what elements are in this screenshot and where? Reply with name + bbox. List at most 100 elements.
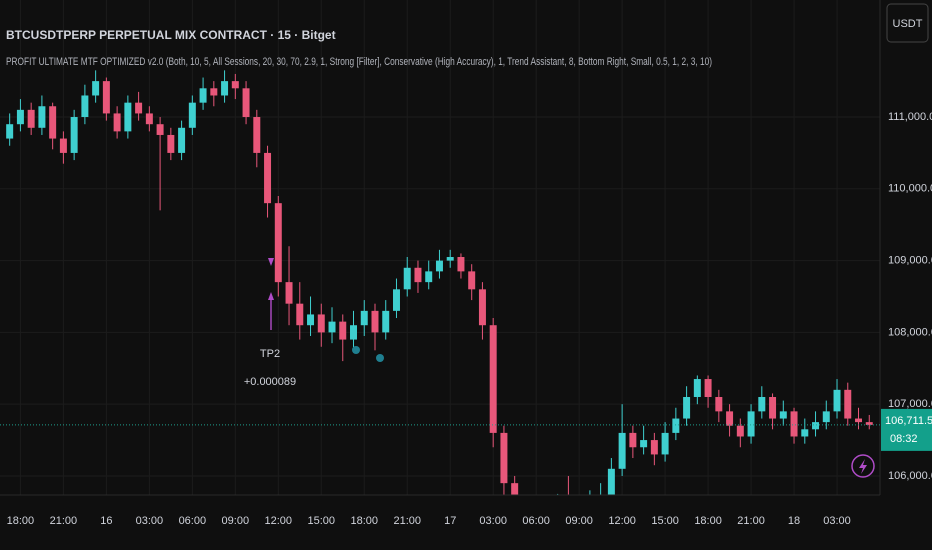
indicator-label: PROFIT ULTIMATE MTF OPTIMIZED v2.0 (Both… <box>6 56 712 68</box>
candle-body <box>70 117 78 153</box>
candle-body <box>242 88 250 118</box>
candle-body <box>500 432 508 484</box>
candle-body <box>167 134 175 153</box>
candle-body <box>683 397 691 419</box>
countdown: 08:32 <box>890 433 918 445</box>
candle-body <box>59 138 67 153</box>
candle-body <box>844 389 852 419</box>
candle-body <box>629 432 637 448</box>
x-tick-label: 12:00 <box>265 515 293 527</box>
candle-body <box>640 440 648 448</box>
candle-body <box>145 113 153 125</box>
x-tick-label: 18 <box>788 515 800 527</box>
candle-body <box>231 81 239 89</box>
candle-body <box>264 152 272 204</box>
candle-body <box>425 271 433 283</box>
x-tick-label: 09:00 <box>222 515 250 527</box>
y-tick-label: 111,000.0 <box>888 111 932 123</box>
candle-body <box>511 483 519 495</box>
x-tick-label: 09:00 <box>565 515 593 527</box>
candle-body <box>199 88 207 103</box>
candle-body <box>178 127 186 153</box>
signal-dot <box>352 346 360 354</box>
alert-icon-bolt <box>859 459 867 474</box>
candle-body <box>446 257 454 261</box>
candle-body <box>489 325 497 433</box>
candle-body <box>715 397 723 412</box>
y-tick-label: 107,000.0 <box>888 398 932 410</box>
candle-body <box>102 81 110 114</box>
candle-body <box>124 102 132 132</box>
candle-body <box>360 310 368 326</box>
candle-body <box>221 81 229 96</box>
candle-body <box>855 418 863 423</box>
candle-body <box>296 303 304 326</box>
candle-body <box>371 310 379 333</box>
candle-body <box>307 314 315 326</box>
candle-body <box>253 117 261 153</box>
candle-body <box>790 411 798 437</box>
candle-body <box>414 267 422 283</box>
candle-body <box>822 411 830 423</box>
x-tick-label: 18:00 <box>350 515 378 527</box>
candle-body <box>661 432 669 455</box>
candle-body <box>693 379 701 398</box>
signal-marker <box>268 258 274 266</box>
x-tick-label: 15:00 <box>651 515 679 527</box>
candle-body <box>156 124 164 135</box>
x-tick-label: 06:00 <box>522 515 550 527</box>
candle-body <box>92 81 100 96</box>
candle-body <box>769 397 777 419</box>
candle-body <box>650 440 658 455</box>
chart-title: BTCUSDTPERP PERPETUAL MIX CONTRACT · 15 … <box>6 28 336 42</box>
candle-body <box>38 106 46 128</box>
signal-marker <box>268 292 274 330</box>
candle-body <box>812 422 820 430</box>
y-tick-label: 110,000.0 <box>888 183 932 195</box>
currency-label[interactable]: USDT <box>893 18 923 30</box>
candle-body <box>328 321 336 333</box>
candle-body <box>468 271 476 290</box>
y-tick-label: 109,000.0 <box>888 255 932 267</box>
candle-body <box>27 109 35 128</box>
candle-body <box>758 397 766 412</box>
candle-body <box>833 389 841 412</box>
candle-body <box>726 411 734 426</box>
candle-body <box>618 432 626 469</box>
candle-body <box>392 289 400 311</box>
candle-body <box>747 411 755 437</box>
currency-button[interactable] <box>886 3 929 43</box>
candle-body <box>6 124 14 139</box>
candle-body <box>382 310 390 333</box>
candle-body <box>135 102 143 114</box>
candle-body <box>49 106 57 139</box>
y-tick-label: 108,000.0 <box>888 326 932 338</box>
price-label: 106,711.5 <box>885 415 932 427</box>
x-tick-label: 12:00 <box>608 515 636 527</box>
x-tick-label: 03:00 <box>479 515 507 527</box>
candle-body <box>274 203 282 283</box>
x-tick-label: 17 <box>444 515 456 527</box>
annotation: TP2 <box>260 348 280 360</box>
price-label-box <box>881 408 932 451</box>
candle-body <box>736 425 744 437</box>
candle-body <box>457 257 465 272</box>
candle-body <box>317 314 325 333</box>
x-tick-label: 21:00 <box>393 515 421 527</box>
x-tick-label: 15:00 <box>308 515 336 527</box>
signal-dot <box>376 354 384 362</box>
x-tick-label: 16 <box>100 515 112 527</box>
candle-body <box>779 411 787 419</box>
alert-icon[interactable] <box>851 454 875 478</box>
candle-body <box>435 260 443 272</box>
x-tick-label: 03:00 <box>823 515 851 527</box>
x-tick-label: 18:00 <box>694 515 722 527</box>
x-tick-label: 21:00 <box>50 515 78 527</box>
annotation: +0.000089 <box>244 376 296 388</box>
candle-body <box>607 468 615 495</box>
x-tick-label: 21:00 <box>737 515 765 527</box>
candle-body <box>113 113 121 132</box>
candle-body <box>865 422 873 425</box>
